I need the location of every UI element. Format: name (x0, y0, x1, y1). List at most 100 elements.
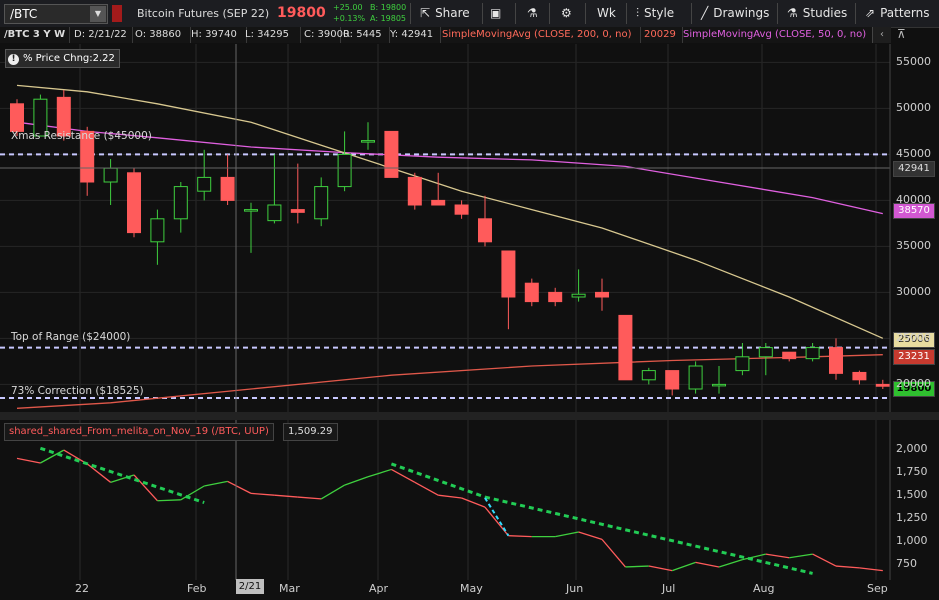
candle (150, 209, 165, 265)
studies-button[interactable]: ⚗ Studies (787, 0, 847, 27)
instrument-name: Bitcoin Futures (SEP 22) (137, 7, 270, 20)
price-tick: 20000 (896, 377, 931, 391)
ohlc-open: O: 38860 (131, 27, 191, 43)
symbol-selector[interactable]: /BTC ▼ (4, 4, 108, 24)
change-quote: +25.00 +0.13% (333, 2, 365, 24)
indicator-segment (695, 561, 720, 568)
time-tick: Mar (279, 582, 300, 595)
candle (244, 202, 258, 253)
candle-body (337, 153, 352, 188)
indicator-segment (578, 531, 603, 540)
trendline-green (390, 462, 486, 499)
price-change-text: % Price Chng:2.22 (23, 53, 115, 64)
link-color-indicator[interactable] (112, 5, 122, 22)
time-tick: Apr (369, 582, 389, 595)
ohlc-close: C: 39000 (300, 27, 349, 43)
chevron-left-icon[interactable]: ‹ (872, 27, 891, 43)
candle (782, 351, 797, 362)
candle (524, 278, 539, 307)
candle (407, 172, 422, 210)
share-button[interactable]: ⇱ Share (420, 0, 470, 27)
indicator-segment (180, 485, 205, 501)
flask-icon[interactable]: ⚗ (527, 6, 538, 20)
candle (665, 370, 680, 396)
trendline-green (39, 446, 205, 504)
candle-body (875, 383, 890, 387)
ohlc-high: H: 39740 (187, 27, 247, 43)
sma50-label[interactable]: SimpleMovingAvg (CLOSE, 50, 0, no) (683, 29, 867, 40)
candle-body (220, 176, 235, 201)
indicator-segment (133, 474, 158, 502)
candle (712, 366, 726, 394)
indicator-segment (250, 492, 275, 496)
ohlc-date: D: 2/21/22 (70, 27, 133, 43)
study-info-bar: /BTC 3 Y W D: 2/21/22 O: 38860 H: 39740 … (0, 27, 891, 43)
period-selector[interactable]: Wk (597, 6, 616, 20)
grid (0, 44, 890, 580)
candle-body (314, 186, 329, 220)
correction-label: 73% Correction ($18525) (11, 385, 144, 397)
candle-body (758, 347, 773, 358)
indicator-name[interactable]: shared_shared_From_melita_on_Nov_19 (/BT… (4, 423, 274, 441)
time-tick: Jul (662, 582, 676, 595)
chevron-down-icon[interactable]: ▼ (90, 6, 106, 22)
candle (454, 200, 469, 219)
candle (805, 343, 820, 362)
indicator-segment (63, 449, 88, 465)
price-change-badge[interactable]: ! % Price Chng:2.22 (5, 49, 120, 68)
sma200-tag: 23231 (893, 349, 935, 365)
indicator-segment (601, 538, 626, 568)
time-tick: 22 (75, 582, 89, 595)
candle-body (548, 291, 563, 303)
candle (220, 154, 235, 205)
indicator-segment (859, 567, 883, 572)
xmas-resistance-label: Xmas Resistance ($45000) (11, 130, 152, 142)
candle-body (524, 282, 539, 303)
indicator-value: 1,509.29 (283, 423, 338, 441)
candle-body (103, 167, 118, 183)
candle-body (384, 130, 399, 178)
save-icon[interactable]: ▣ (490, 6, 502, 20)
candle-body (688, 365, 703, 390)
indicator-segment (16, 457, 41, 464)
indicator-tick: 750 (896, 557, 917, 571)
gear-icon[interactable]: ⚙ (561, 6, 572, 20)
style-button[interactable]: ⫶ Style (636, 0, 674, 27)
indicator-segment (625, 565, 649, 568)
scale-icon[interactable]: ⊼ (897, 27, 906, 41)
sma200-label[interactable]: SimpleMovingAvg (CLOSE, 200, 0, no) (438, 27, 641, 43)
drawings-button[interactable]: ╱ Drawings (701, 0, 769, 27)
candle (829, 338, 843, 380)
candle (548, 287, 563, 307)
candle (431, 172, 446, 206)
indicator-segment (297, 496, 322, 500)
sma200-line (16, 354, 883, 409)
trendline-green (484, 495, 813, 575)
indicator-segment (765, 553, 790, 559)
trendline-cyan (484, 497, 510, 537)
time-tick: Feb (187, 582, 207, 595)
candle-body (712, 383, 726, 387)
candle-body (829, 347, 843, 374)
candle-body (150, 218, 165, 243)
candle-body (197, 176, 212, 192)
price-tick: 25000 (896, 331, 931, 345)
toolbar: /BTC ▼ Bitcoin Futures (SEP 22) 19800 +2… (0, 0, 939, 28)
ohlc-low: L: 34295 (241, 27, 301, 43)
indicator-segment (438, 494, 462, 499)
patterns-button[interactable]: ⇗ Patterns (865, 0, 930, 27)
candle-body (127, 172, 141, 234)
time-tick: Jun (566, 582, 584, 595)
panel-separator[interactable] (0, 412, 939, 420)
share-label: Share (435, 6, 470, 20)
indicator-segment (812, 553, 837, 567)
candle-body (478, 218, 492, 243)
time-tick: Aug (753, 582, 775, 595)
top-of-range-label: Top of Range ($24000) (11, 331, 131, 343)
price-tick: 30000 (896, 285, 931, 299)
candle (290, 163, 305, 224)
candle (688, 361, 703, 394)
candle (314, 177, 329, 227)
candle (267, 154, 282, 224)
